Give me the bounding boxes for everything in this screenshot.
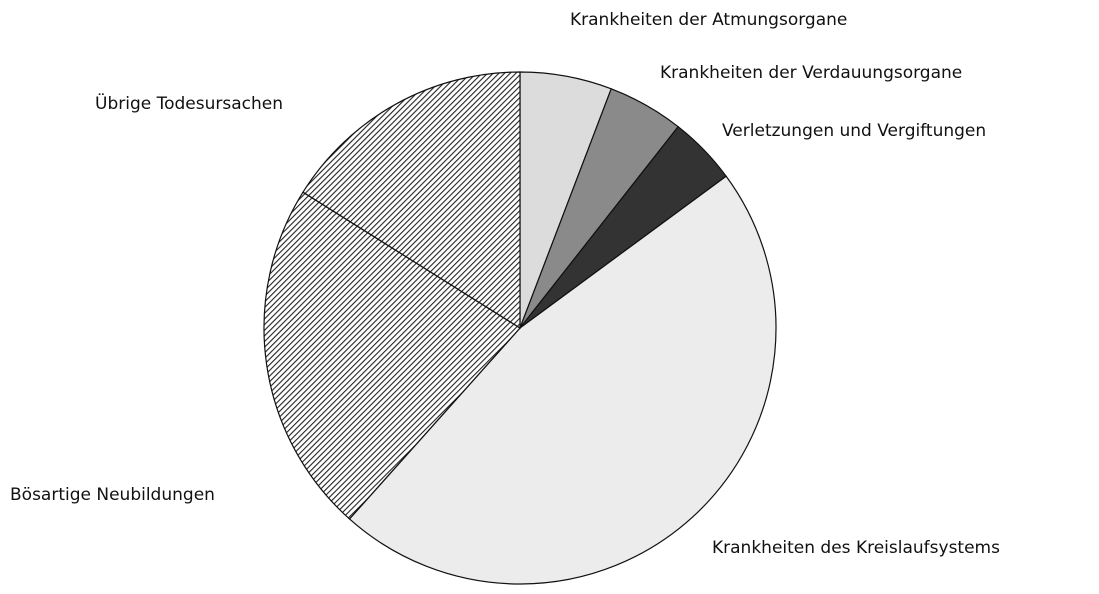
pie-slice (302, 71, 521, 330)
pie-slice (348, 175, 777, 585)
slice-label: Bösartige Neubildungen (10, 485, 215, 505)
slice-label: Krankheiten des Kreislaufsystems (712, 538, 1000, 558)
slice-label: Verletzungen und Vergiftungen (722, 121, 986, 141)
slice-label: Übrige Todesursachen (95, 92, 283, 114)
slice-label: Krankheiten der Verdauungsorgane (660, 63, 962, 83)
slice-label: Krankheiten der Atmungsorgane (570, 10, 847, 30)
pie-slice (263, 191, 521, 520)
